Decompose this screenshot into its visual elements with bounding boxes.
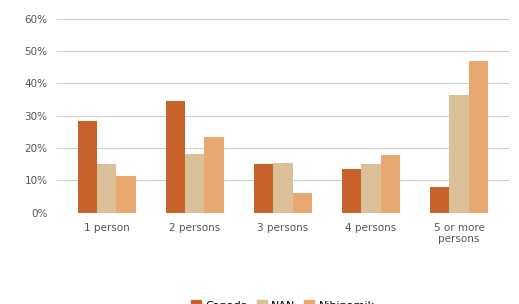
Bar (430, 187, 449, 213)
Legend: Canada, NAN, Nibinamik: Canada, NAN, Nibinamik (186, 296, 379, 304)
Bar (204, 137, 224, 213)
Bar (97, 164, 116, 213)
Bar (254, 164, 273, 213)
Bar (116, 176, 136, 213)
Bar (469, 60, 488, 213)
Bar (166, 101, 185, 213)
Bar (361, 164, 380, 213)
Bar (185, 154, 204, 213)
Bar (449, 95, 469, 213)
Bar (273, 163, 293, 213)
Bar (293, 193, 312, 213)
Bar (380, 155, 400, 213)
Bar (342, 169, 361, 213)
Bar (78, 121, 97, 213)
